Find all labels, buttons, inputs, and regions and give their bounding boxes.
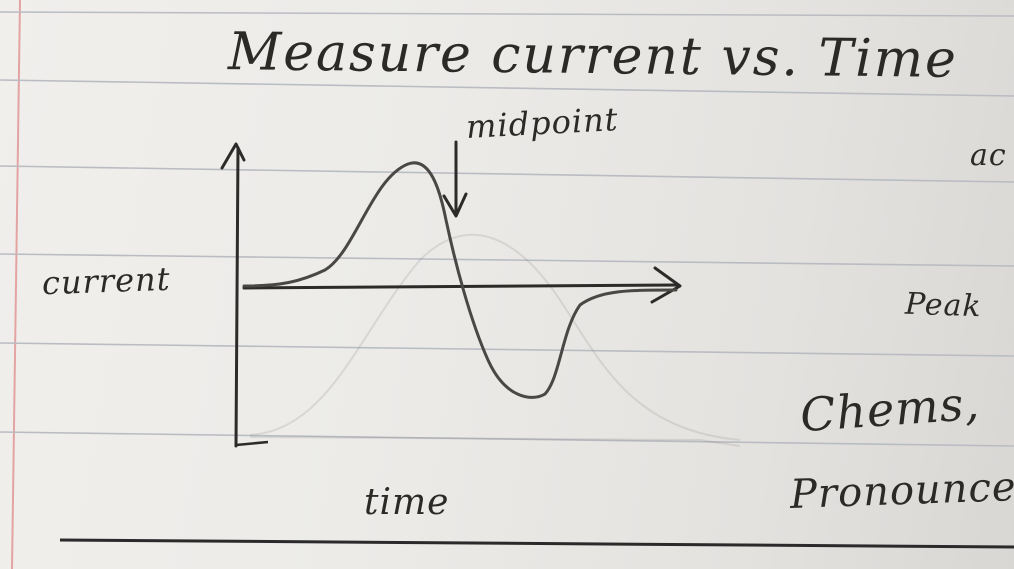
margin-line xyxy=(11,0,21,569)
arrow-down-icon xyxy=(442,192,468,218)
faint-back-axis xyxy=(249,436,741,447)
page-title: Measure current vs. Time xyxy=(227,22,959,90)
y-axis xyxy=(234,146,240,448)
current-waveform xyxy=(242,161,678,399)
margin-note-top: ac xyxy=(970,138,1007,173)
rule-lines xyxy=(0,11,1014,549)
x-axis-arrow-icon xyxy=(650,266,682,304)
margin-note-pronounce: Pronounce xyxy=(789,464,1014,518)
y-axis-arrow-icon xyxy=(220,142,246,170)
x-axis-label: time xyxy=(364,482,450,523)
y-axis-label: current xyxy=(41,259,172,303)
margin-note-peak: Peak xyxy=(904,286,983,325)
y-axis-foot xyxy=(235,440,269,447)
faint-back-curve xyxy=(249,233,741,441)
midpoint-label: midpoint xyxy=(465,100,620,146)
